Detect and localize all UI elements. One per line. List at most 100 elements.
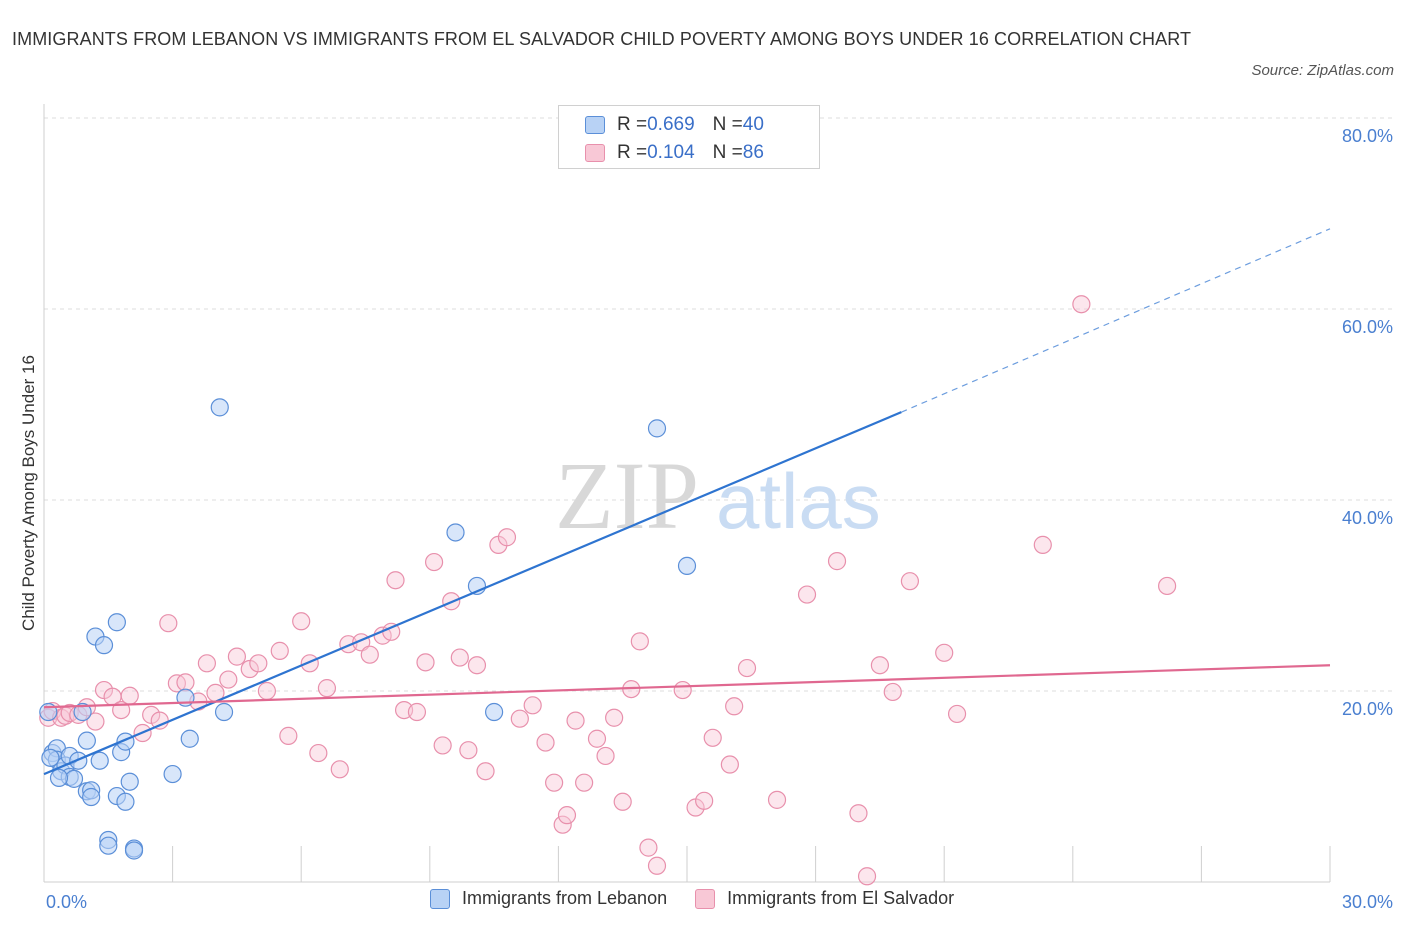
y-axis-title: Child Poverty Among Boys Under 16 (19, 355, 38, 631)
data-point-lebanon (107, 613, 126, 632)
n-label: N = (712, 142, 743, 163)
data-point-lebanon (41, 748, 60, 767)
correlation-legend: R = 0.669 N = 40 R = 0.104 N = 86 (558, 105, 820, 169)
r-label: R = (617, 114, 648, 135)
data-point-lebanon (73, 702, 92, 722)
data-point-el-salvador (279, 726, 298, 745)
x-tick-label: 30.0% (1342, 892, 1393, 912)
y-tick-label: 80.0% (1342, 126, 1393, 146)
data-point-el-salvador (767, 790, 787, 809)
data-point-lebanon (647, 419, 667, 438)
data-point-lebanon (49, 768, 69, 788)
data-point-el-salvador (197, 654, 216, 673)
data-point-el-salvador (553, 815, 572, 834)
r-value: 0.669 (647, 114, 695, 135)
y-tick-label: 40.0% (1342, 508, 1393, 528)
data-point-lebanon (677, 556, 697, 575)
source-label: Source: ZipAtlas.com (1251, 62, 1394, 79)
n-label: N = (712, 114, 743, 135)
data-point-lebanon (210, 398, 229, 417)
data-point-el-salvador (176, 673, 195, 692)
y-tick-label: 20.0% (1342, 699, 1393, 719)
data-point-el-salvador (596, 746, 615, 766)
legend-item-lebanon[interactable]: Immigrants from Lebanon (430, 888, 667, 909)
data-point-el-salvador (86, 712, 105, 731)
data-point-el-salvador (416, 653, 435, 672)
data-point-el-salvador (725, 697, 744, 716)
data-point-el-salvador (292, 612, 311, 631)
data-point-el-salvador (857, 867, 877, 886)
data-point-el-salvador (497, 528, 517, 547)
data-point-el-salvador (120, 686, 139, 705)
data-point-el-salvador (673, 680, 692, 700)
x-tick-label: 0.0% (46, 892, 87, 912)
data-point-lebanon (163, 764, 182, 784)
data-point-el-salvador (317, 679, 337, 698)
trendline-lebanon-extension (901, 228, 1331, 413)
lebanon-swatch (430, 888, 450, 909)
data-point-el-salvador (219, 670, 238, 689)
grid-lines (44, 117, 1396, 692)
data-point-el-salvador (270, 641, 289, 660)
data-point-el-salvador (386, 571, 405, 590)
data-point-el-salvador (797, 585, 817, 604)
el-salvador-swatch (695, 888, 716, 909)
data-point-el-salvador (407, 702, 427, 722)
legend-label: Immigrants from Lebanon (462, 888, 668, 908)
data-point-el-salvador (1158, 576, 1177, 596)
data-point-el-salvador (720, 755, 739, 774)
trendline-el-salvador (43, 664, 1331, 709)
data-point-el-salvador (467, 656, 487, 675)
r-value: 0.104 (647, 142, 695, 163)
data-point-el-salvador (703, 728, 722, 747)
data-point-el-salvador (587, 729, 607, 748)
r-label: R = (617, 142, 648, 163)
data-point-el-salvador (647, 856, 667, 875)
data-point-el-salvador (737, 658, 757, 678)
tick-labels: 20.0% 40.0% 60.0% 80.0% 0.0% 30.0% (46, 126, 1393, 912)
data-point-el-salvador (900, 572, 920, 591)
legend-item-el-salvador[interactable]: Immigrants from El Salvador (695, 888, 954, 909)
lebanon-swatch (585, 116, 605, 134)
data-point-el-salvador (935, 643, 954, 662)
data-point-lebanon (120, 772, 139, 791)
watermark: ZIP atlas (555, 442, 881, 549)
data-point-el-salvador (639, 838, 658, 857)
data-point-el-salvador (159, 614, 178, 633)
data-point-lebanon (64, 769, 84, 788)
data-point-lebanon (90, 751, 109, 770)
el-salvador-swatch (585, 144, 605, 162)
data-point-el-salvador (575, 773, 594, 792)
trend-lines (43, 228, 1331, 776)
data-point-lebanon (180, 729, 199, 748)
data-point-el-salvador (883, 682, 902, 702)
data-point-el-salvador (947, 704, 967, 724)
data-point-lebanon (214, 702, 234, 722)
data-point-el-salvador (227, 647, 246, 666)
data-point-el-salvador (330, 760, 349, 779)
n-value: 86 (742, 142, 764, 163)
data-point-lebanon (77, 731, 96, 750)
data-point-el-salvador (360, 645, 379, 664)
y-tick-label: 60.0% (1342, 317, 1393, 337)
data-point-el-salvador (536, 733, 555, 752)
n-value: 40 (742, 114, 764, 135)
legend-row-lebanon: R = 0.669 N = 40 (585, 113, 764, 137)
data-point-el-salvador (510, 709, 529, 728)
data-point-el-salvador (433, 736, 452, 755)
data-point-lebanon (94, 636, 114, 655)
trendline-lebanon (43, 411, 902, 776)
data-point-el-salvador (424, 552, 444, 572)
data-point-lebanon (446, 523, 465, 542)
data-point-lebanon (485, 702, 504, 722)
data-point-el-salvador (849, 804, 868, 823)
data-point-lebanon (82, 787, 101, 807)
data-point-el-salvador (309, 743, 328, 763)
data-point-el-salvador (613, 792, 632, 811)
data-point-el-salvador (545, 773, 564, 792)
series-lebanon-points (39, 398, 697, 860)
data-point-el-salvador (1072, 295, 1091, 314)
data-point-lebanon (124, 841, 144, 860)
data-point-el-salvador (523, 696, 542, 715)
